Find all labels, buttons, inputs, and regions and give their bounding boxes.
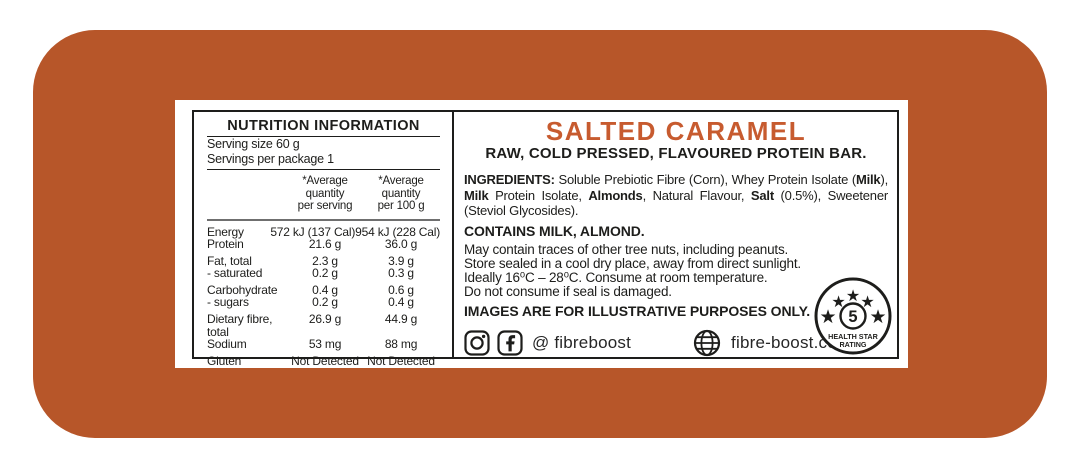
col-header-per-100g: *Average quantity per 100 g [377, 175, 425, 212]
globe-icon [693, 329, 721, 357]
svg-text:★: ★ [819, 306, 836, 328]
hsr-value: 5 [848, 308, 857, 326]
product-panel: SALTED CARAMEL RAW, COLD PRESSED, FLAVOU… [454, 112, 897, 357]
table-row: Carbohydrate 0.4 g 0.6 g [207, 282, 414, 297]
table-row: Protein 21.6 g 36.0 g [207, 237, 418, 252]
storage-instructions: May contain traces of other tree nuts, i… [464, 241, 888, 299]
nutrition-title: NUTRITION INFORMATION [227, 118, 420, 134]
divider [207, 169, 440, 170]
contains-statement: CONTAINS MILK, ALMOND. [464, 222, 645, 239]
nutrition-panel: NUTRITION INFORMATION Serving size 60 g … [194, 112, 454, 367]
svg-text:★: ★ [831, 292, 845, 311]
table-row: - saturated 0.2 g 0.3 g [207, 266, 414, 281]
storage-line: Store sealed in a cool dry place, away f… [464, 255, 801, 271]
col-header-per-serving: *Average quantity per serving [297, 175, 353, 212]
divider [207, 136, 440, 137]
divider-thick [207, 218, 440, 221]
svg-text:★: ★ [869, 306, 886, 328]
table-header-row: *Average quantity per serving *Average q… [207, 175, 440, 213]
health-star-rating-badge: ★ ★ ★ ★ ★ 5 HEALTH STAR RATING [813, 276, 893, 356]
table-row: Fat, total 2.3 g 3.9 g [207, 253, 414, 268]
instagram-icon [464, 329, 490, 356]
svg-text:★: ★ [860, 292, 874, 311]
svg-text:★: ★ [846, 286, 860, 305]
hsr-label-1: HEALTH STAR [828, 332, 878, 341]
serving-size: Serving size 60 g [207, 137, 300, 151]
ingredients-paragraph: INGREDIENTS: Soluble Prebiotic Fibre (Co… [464, 172, 888, 218]
table-row: Dietary fibre, total 26.9 g 44.9 g [207, 312, 418, 339]
hsr-label-2: RATING [839, 340, 866, 349]
nutrition-table: Energy 572 kJ (137 Cal) 954 kJ (228 Cal)… [207, 224, 440, 368]
table-row: Energy 572 kJ (137 Cal) 954 kJ (228 Cal) [207, 224, 440, 239]
table-row: Gluten Not Detected Not Detected [207, 353, 435, 368]
storage-line: Do not consume if seal is damaged. [464, 283, 672, 299]
table-row: - sugars 0.2 g 0.4 g [207, 295, 414, 310]
storage-line: May contain traces of other tree nuts, i… [464, 241, 789, 257]
table-row: Sodium 53 mg 88 mg [207, 337, 418, 352]
servings-per-package: Servings per package 1 [207, 151, 334, 166]
label-border-box: NUTRITION INFORMATION Serving size 60 g … [192, 110, 899, 367]
product-subtitle: RAW, COLD PRESSED, FLAVOURED PROTEIN BAR… [485, 145, 867, 162]
social-handle: @ fibreboost [532, 332, 632, 352]
flavour-title: SALTED CARAMEL [545, 116, 807, 146]
storage-line: Ideally 16⁰C – 28⁰C. Consume at room tem… [464, 269, 768, 285]
images-disclaimer: IMAGES ARE FOR ILLUSTRATIVE PURPOSES ONL… [464, 302, 811, 319]
facebook-icon [497, 329, 523, 356]
nutrition-label: NUTRITION INFORMATION Serving size 60 g … [175, 100, 908, 368]
